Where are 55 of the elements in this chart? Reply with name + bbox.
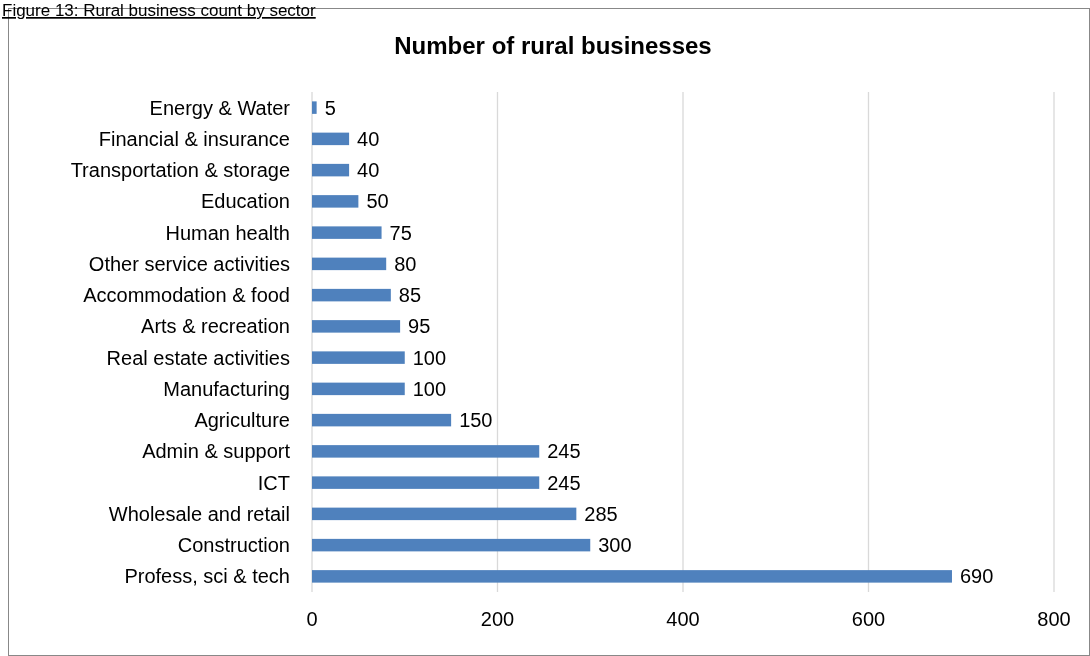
y-tick-label: Transportation & storage	[70, 159, 290, 182]
y-tick-label: Human health	[165, 221, 290, 244]
bar	[312, 382, 405, 396]
bar	[312, 538, 591, 552]
data-label: 80	[394, 252, 417, 275]
y-tick-label: Wholesale and retail	[108, 502, 290, 525]
x-tick-label: 0	[306, 608, 318, 630]
data-label: 50	[366, 190, 389, 213]
bar	[312, 288, 391, 302]
bar	[312, 351, 405, 364]
bar	[312, 163, 350, 177]
y-tick-label: Agriculture	[194, 409, 290, 432]
y-tick-label: Education	[201, 190, 290, 213]
data-label: 85	[398, 284, 422, 307]
bar	[312, 132, 350, 146]
data-label: 245	[547, 440, 581, 463]
bar	[312, 445, 540, 458]
y-tick-label: Arts & recreation	[141, 315, 290, 338]
data-label: 100	[412, 377, 447, 400]
y-tick-label: Accommodation & food	[83, 284, 290, 307]
data-label: 690	[959, 565, 994, 588]
bar	[312, 320, 401, 333]
bar	[312, 195, 359, 208]
bar	[312, 413, 452, 427]
bar	[312, 507, 577, 521]
y-tick-label: ICT	[257, 471, 290, 494]
data-label: 5	[324, 96, 336, 119]
data-label: 150	[459, 409, 493, 432]
x-tick-label: 200	[480, 608, 515, 630]
data-label: 300	[598, 534, 632, 557]
data-label: 100	[412, 346, 447, 369]
data-label: 40	[357, 127, 380, 150]
y-tick-label: Construction	[177, 534, 290, 557]
y-tick-label: Manufacturing	[163, 377, 290, 400]
y-tick-label: Other service activities	[88, 252, 290, 275]
y-tick-label: Energy & Water	[149, 96, 291, 119]
y-tick-label: Admin & support	[142, 440, 291, 463]
data-label: 40	[357, 159, 380, 182]
bar	[312, 101, 317, 114]
data-label: 75	[389, 221, 412, 244]
x-tick-label: 800	[1037, 608, 1071, 630]
data-label: 95	[408, 315, 431, 338]
x-tick-label: 400	[666, 608, 700, 630]
y-tick-label: Financial & insurance	[98, 127, 290, 150]
data-label: 245	[547, 471, 581, 494]
chart-title: Number of rural businesses	[394, 32, 712, 59]
y-tick-label: Profess, sci & tech	[124, 565, 290, 588]
bar	[312, 570, 952, 583]
data-label: 285	[584, 502, 618, 525]
y-tick-label: Real estate activities	[106, 346, 290, 369]
caption: Figure 13: Rural business count by sector	[2, 1, 317, 20]
bar	[312, 476, 540, 489]
bar	[312, 257, 387, 271]
x-tick-label: 600	[851, 608, 886, 630]
bar	[312, 226, 382, 239]
